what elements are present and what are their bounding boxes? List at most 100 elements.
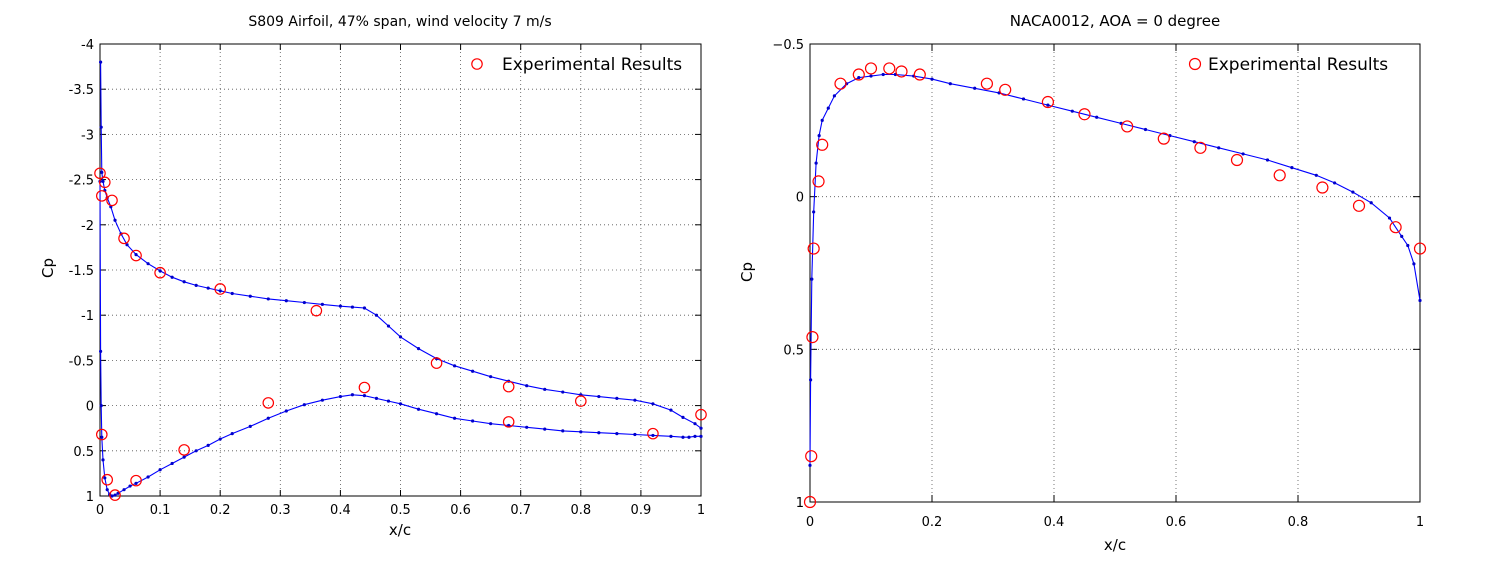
data-point bbox=[579, 430, 583, 434]
data-point bbox=[561, 429, 565, 433]
data-point bbox=[338, 394, 342, 399]
experimental-point bbox=[1273, 169, 1286, 182]
experimental-point bbox=[101, 473, 114, 486]
grid-lines bbox=[100, 44, 701, 496]
data-point bbox=[543, 387, 547, 391]
experimental-point bbox=[1389, 221, 1402, 234]
data-point bbox=[99, 404, 103, 408]
data-point bbox=[416, 407, 421, 411]
experimental-point bbox=[1121, 120, 1134, 133]
data-point bbox=[452, 416, 457, 420]
data-point bbox=[1217, 146, 1221, 150]
data-point bbox=[1070, 109, 1074, 113]
y-tick-label: 0 bbox=[86, 400, 94, 415]
experimental-point bbox=[106, 194, 118, 207]
data-point bbox=[350, 305, 355, 309]
data-point bbox=[808, 463, 812, 467]
legend-entry: Experimental Results bbox=[1208, 55, 1388, 75]
series-upper-surface-computed bbox=[99, 60, 703, 430]
data-point bbox=[1387, 216, 1392, 220]
data-point bbox=[597, 431, 601, 435]
experimental-point bbox=[574, 395, 587, 407]
data-point bbox=[170, 461, 174, 466]
experimental-point bbox=[154, 266, 166, 279]
data-point bbox=[669, 434, 673, 438]
experimental-point bbox=[980, 77, 994, 90]
data-point bbox=[100, 170, 104, 174]
data-point bbox=[651, 402, 655, 406]
x-tick-label: 0.4 bbox=[1044, 515, 1065, 530]
data-point bbox=[386, 399, 391, 403]
data-point bbox=[302, 300, 306, 305]
data-point bbox=[134, 481, 138, 485]
y-tick-label: -1 bbox=[81, 309, 94, 324]
data-point bbox=[158, 468, 162, 472]
data-point bbox=[471, 369, 475, 373]
x-tick-label: 0.5 bbox=[390, 503, 411, 518]
data-point bbox=[266, 297, 270, 301]
y-tick-label: -2.5 bbox=[69, 174, 94, 189]
data-point bbox=[699, 434, 703, 438]
series-lower-surface-computed bbox=[98, 179, 703, 498]
experimental-point bbox=[1413, 242, 1427, 255]
data-point bbox=[105, 488, 109, 492]
data-point bbox=[284, 299, 288, 303]
experimental-point bbox=[502, 380, 515, 393]
data-point bbox=[182, 455, 186, 459]
experimental-point bbox=[99, 176, 111, 189]
experimental-point bbox=[94, 167, 106, 180]
data-point bbox=[814, 161, 818, 165]
data-point bbox=[362, 306, 367, 310]
data-point bbox=[948, 82, 952, 86]
data-point bbox=[110, 494, 114, 498]
data-point bbox=[158, 269, 162, 273]
x-tick-label: 0.6 bbox=[450, 503, 471, 518]
data-point bbox=[101, 458, 105, 462]
series-line bbox=[100, 62, 702, 429]
experimental-point bbox=[999, 83, 1012, 96]
data-point bbox=[669, 408, 673, 412]
experimental-point bbox=[864, 62, 878, 75]
data-point bbox=[206, 443, 210, 447]
data-point bbox=[1351, 190, 1355, 194]
x-tick-label: 0.1 bbox=[150, 503, 171, 518]
y-tick-label: 0 bbox=[796, 191, 804, 206]
data-point bbox=[681, 415, 685, 419]
data-point bbox=[543, 427, 547, 431]
data-point bbox=[194, 449, 198, 453]
experimental-point bbox=[806, 331, 819, 344]
data-point bbox=[826, 106, 830, 110]
legend-entry: Experimental Results bbox=[502, 55, 682, 75]
data-point bbox=[194, 283, 198, 287]
data-point bbox=[416, 347, 421, 351]
data-point bbox=[615, 432, 619, 436]
data-point bbox=[699, 426, 703, 430]
x-tick-label: 0.9 bbox=[631, 503, 652, 518]
data-point bbox=[1314, 173, 1318, 177]
x-tick-label: 0.7 bbox=[510, 503, 531, 518]
experimental-point bbox=[1157, 132, 1170, 145]
data-point bbox=[170, 275, 174, 279]
chart-naca0012: NACA0012, AOA = 0 degree x/c Cp 0 0.2 0.4 0… bbox=[738, 12, 1427, 554]
series-line bbox=[809, 73, 1421, 466]
data-point bbox=[101, 179, 105, 184]
experimental-point bbox=[852, 68, 865, 81]
experimental-point bbox=[1078, 108, 1091, 121]
data-point bbox=[561, 390, 565, 394]
data-point bbox=[398, 402, 403, 406]
experimental-point bbox=[109, 489, 121, 501]
data-point bbox=[206, 286, 210, 290]
experimental-point bbox=[1230, 153, 1244, 167]
y-tick-label: -3 bbox=[81, 128, 94, 143]
experimental-point bbox=[214, 283, 226, 295]
y-tick-label: -4 bbox=[81, 38, 94, 53]
x-tick-label: 0.4 bbox=[330, 503, 351, 518]
data-point bbox=[869, 74, 873, 78]
experimental-point bbox=[502, 416, 515, 428]
data-point bbox=[525, 384, 529, 388]
chart-title: NACA0012, AOA = 0 degree bbox=[1010, 12, 1220, 30]
x-tick-label: 0 bbox=[96, 503, 104, 518]
data-point bbox=[881, 72, 885, 77]
data-point bbox=[651, 433, 655, 438]
chart-title: S809 Airfoil, 47% span, wind velocity 7 … bbox=[248, 14, 551, 30]
